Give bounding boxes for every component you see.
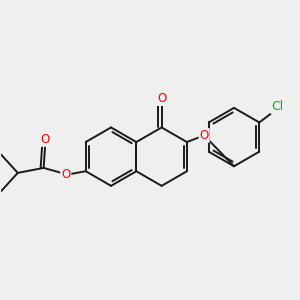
Text: O: O xyxy=(61,168,70,181)
Text: Cl: Cl xyxy=(272,100,284,113)
Text: O: O xyxy=(200,129,209,142)
Text: O: O xyxy=(41,133,50,146)
Text: O: O xyxy=(157,92,166,105)
